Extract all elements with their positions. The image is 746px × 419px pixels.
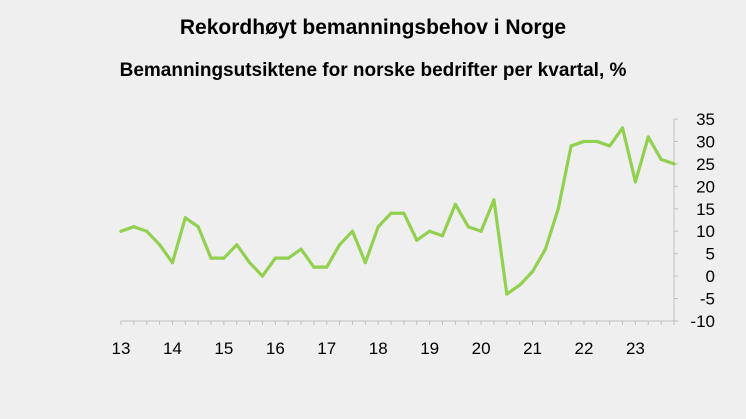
y-tick-label: 10 (696, 222, 715, 241)
data-point (440, 234, 445, 238)
y-tick-label: 0 (706, 267, 715, 286)
y-tick-label: 30 (696, 132, 715, 151)
y-tick-label: -5 (700, 290, 715, 309)
x-tick-label: 23 (626, 339, 645, 358)
x-tick-label: 15 (214, 339, 233, 358)
data-point (672, 162, 676, 166)
data-point (530, 270, 535, 274)
x-tick-label: 16 (266, 339, 285, 358)
y-tick-label: 15 (696, 200, 715, 219)
data-point (145, 229, 149, 233)
data-point (299, 247, 303, 251)
data-point (222, 256, 226, 260)
x-tick-label: 19 (420, 339, 439, 358)
chart-title: Rekordhøyt bemanningsbehov i Norge (179, 16, 567, 39)
data-point (248, 261, 252, 265)
data-point (338, 243, 342, 247)
data-point (402, 211, 406, 215)
data-point (646, 135, 650, 139)
series-line (119, 126, 676, 296)
x-tick-label: 20 (472, 339, 491, 358)
series-layer (119, 126, 676, 296)
data-point (286, 256, 290, 260)
x-axis: 13 14 15 16 17 18 19 20 21 22 23 (112, 320, 675, 358)
data-point (273, 256, 277, 260)
data-point (119, 229, 123, 233)
data-point (659, 157, 663, 161)
y-tick-label: -10 (690, 312, 715, 331)
chart-subtitle: Bemanningsutsiktene for norske bedrifter… (119, 60, 627, 81)
data-point (556, 207, 560, 211)
data-point (620, 126, 625, 130)
x-tick-label: 13 (112, 339, 131, 358)
data-point (235, 243, 239, 247)
y-tick-label: 5 (706, 245, 715, 264)
data-point (505, 292, 509, 296)
y-axis: 35 30 25 20 15 10 5 0 -5 -10 (673, 110, 715, 331)
data-point (260, 274, 265, 278)
data-point (466, 225, 470, 229)
data-point (157, 243, 162, 247)
data-point (209, 256, 213, 260)
data-point (132, 225, 136, 229)
data-point (183, 216, 187, 220)
y-tick-label: 25 (696, 155, 715, 174)
data-point (363, 261, 367, 265)
x-tick-label: 14 (163, 339, 182, 358)
data-point (350, 229, 355, 233)
data-point (633, 180, 638, 184)
y-tick-label: 20 (696, 177, 715, 196)
data-point (543, 247, 547, 251)
x-tick-label: 22 (575, 339, 594, 358)
data-point (492, 198, 496, 202)
data-point (325, 265, 329, 269)
data-point (569, 144, 573, 148)
data-point (170, 261, 175, 265)
data-point (196, 225, 200, 229)
data-point (389, 211, 393, 215)
data-point (453, 202, 457, 206)
data-point (595, 139, 599, 144)
data-point (312, 265, 316, 269)
y-tick-label: 35 (696, 110, 715, 129)
data-point (582, 139, 586, 144)
data-point (376, 225, 380, 229)
x-tick-label: 17 (317, 339, 336, 358)
x-tick-label: 18 (369, 339, 388, 358)
data-point (415, 238, 419, 242)
data-point (608, 144, 612, 148)
data-point (518, 283, 522, 287)
x-tick-label: 21 (523, 339, 542, 358)
data-point (428, 229, 432, 233)
data-point (479, 229, 483, 233)
